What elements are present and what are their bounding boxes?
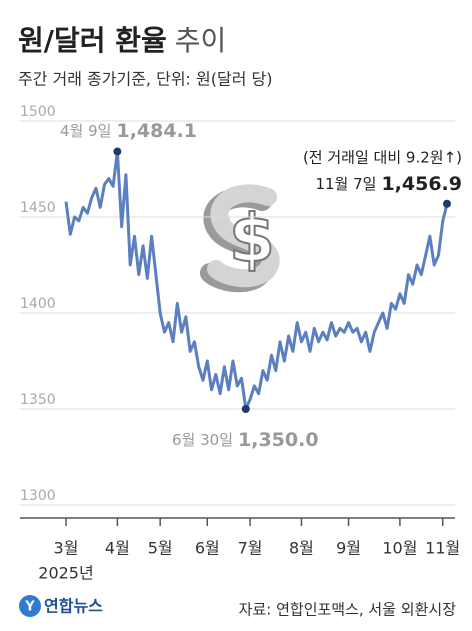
year-label: 2025년 bbox=[38, 564, 93, 583]
x-tick-label: 3월 bbox=[54, 539, 79, 558]
source: 자료: 연합인포맥스, 서울 외환시장 bbox=[239, 601, 457, 619]
x-tick-label: 4월 bbox=[105, 539, 130, 558]
annotation: 4월 9일 1,484.1 bbox=[60, 120, 197, 142]
data-line bbox=[64, 150, 449, 411]
x-tick-label: 5월 bbox=[148, 539, 173, 558]
chart-title: 원/달러 환율 추이 bbox=[18, 24, 226, 57]
annotation-date: 6월 30일 bbox=[172, 431, 233, 449]
svg-text:$: $ bbox=[229, 200, 275, 277]
x-tick-label: 11월 bbox=[425, 539, 460, 558]
y-tick-label: 1500 bbox=[20, 104, 56, 120]
annotation-value: 1,456.9 bbox=[381, 173, 462, 195]
annotation-change: (전 거래일 대비 9.2원↑) bbox=[303, 149, 462, 167]
title-main: 원/달러 환율 bbox=[18, 24, 167, 57]
svg-text:Y: Y bbox=[24, 600, 35, 615]
logo: Y 연합뉴스 bbox=[19, 595, 103, 617]
chart-subtitle: 주간 거래 종가기준, 단위: 원(달러 당) bbox=[18, 70, 272, 89]
y-tick-label: 1450 bbox=[20, 200, 56, 216]
y-tick-label: 1400 bbox=[20, 296, 56, 312]
annotation-dot bbox=[443, 199, 451, 208]
x-tick-label: 6월 bbox=[195, 539, 220, 558]
x-tick-label: 9월 bbox=[336, 539, 361, 558]
x-tick-label: 10월 bbox=[382, 539, 417, 558]
annotation: 6월 30일 1,350.0 bbox=[172, 429, 319, 451]
annotation-date: 4월 9일 bbox=[60, 122, 111, 140]
x-tick-label: 8월 bbox=[289, 539, 314, 558]
annotation-value: 1,484.1 bbox=[116, 120, 197, 142]
title-suffix: 추이 bbox=[175, 24, 227, 57]
x-tick-label: 7월 bbox=[238, 539, 263, 558]
annotation-dot bbox=[113, 147, 122, 156]
annotation: 11월 7일 1,456.9 bbox=[315, 173, 462, 195]
logo-text: 연합뉴스 bbox=[44, 597, 103, 616]
annotation-date: 11월 7일 bbox=[315, 175, 376, 193]
annotation-dot bbox=[241, 405, 250, 413]
annotation-value: 1,350.0 bbox=[238, 429, 319, 451]
y-tick-label: 1300 bbox=[20, 488, 56, 504]
dollar-icon: $ bbox=[200, 184, 280, 293]
y-tick-label: 1350 bbox=[20, 392, 56, 408]
